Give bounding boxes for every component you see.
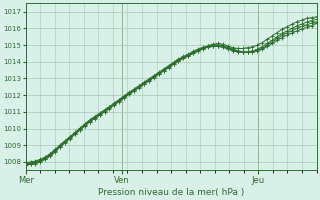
X-axis label: Pression niveau de la mer( hPa ): Pression niveau de la mer( hPa ) — [98, 188, 244, 197]
